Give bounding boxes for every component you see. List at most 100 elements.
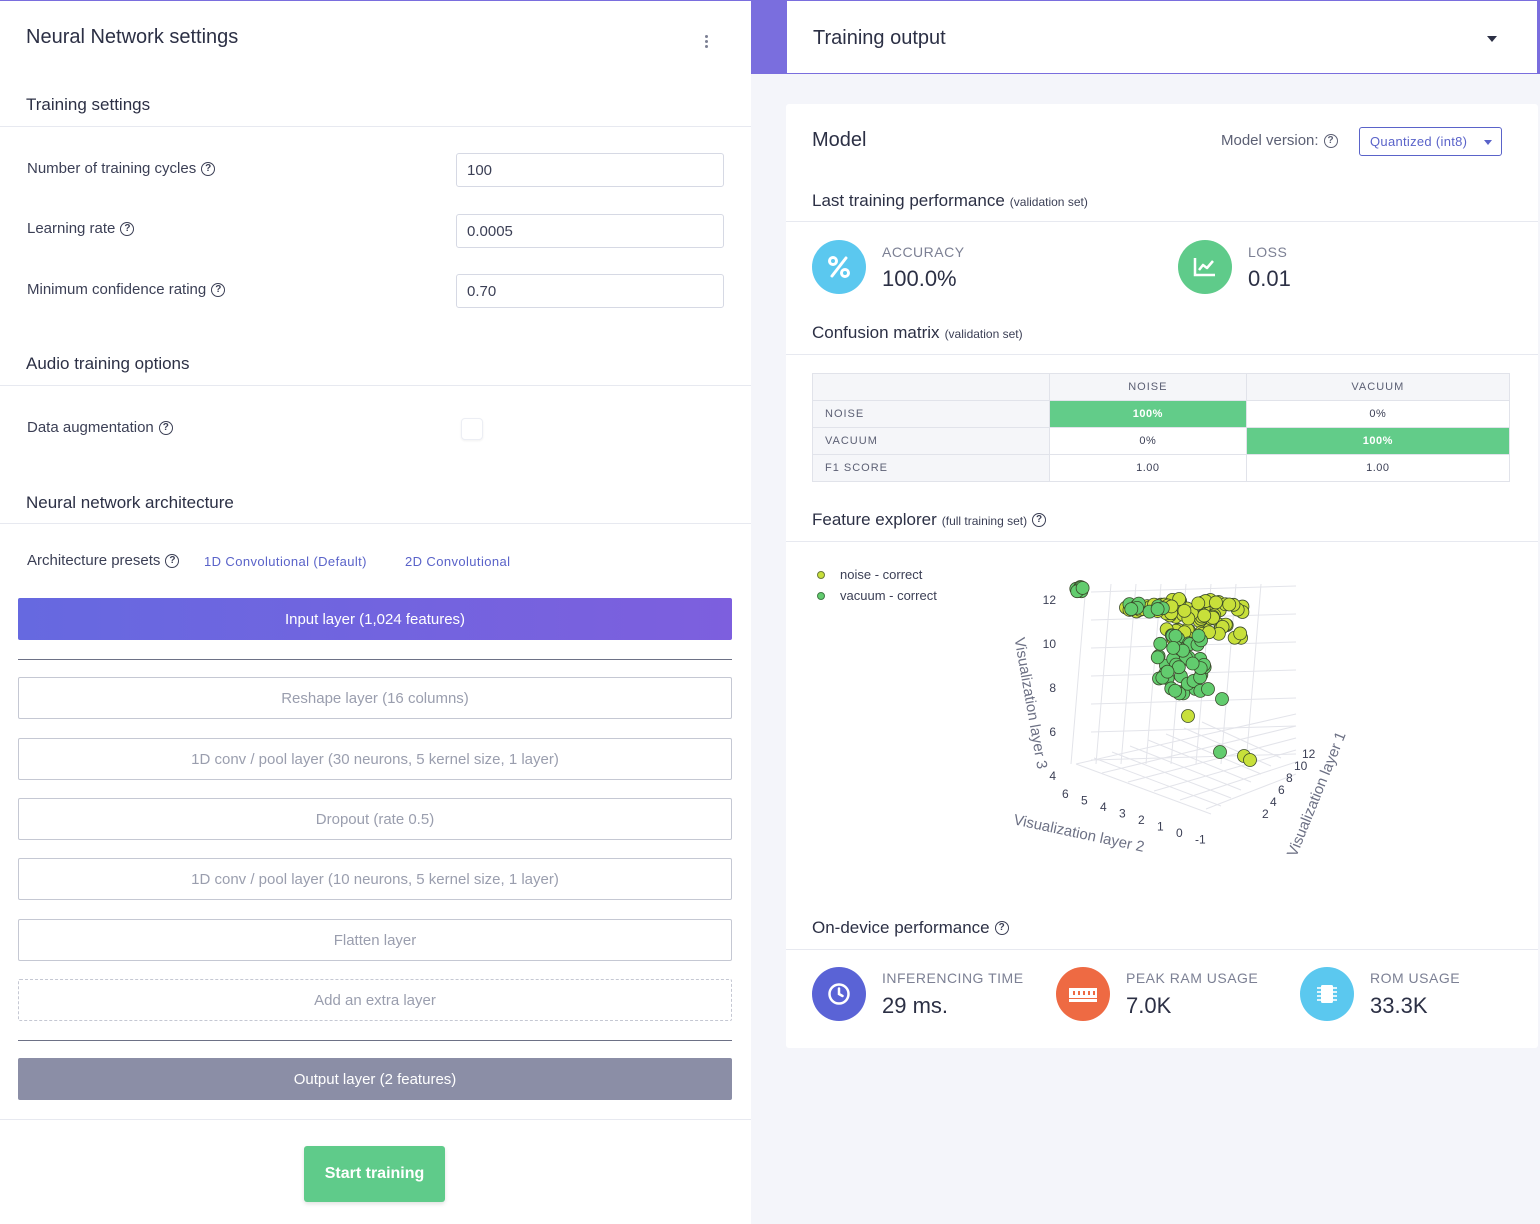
grid-line xyxy=(1101,725,1297,774)
x-tick-label: 2 xyxy=(1138,813,1145,827)
more-options-icon[interactable] xyxy=(703,35,709,51)
grid-line xyxy=(1090,585,1297,593)
help-icon[interactable]: ? xyxy=(165,553,180,568)
conv-pool-layer-2[interactable]: 1D conv / pool layer (10 neurons, 5 kern… xyxy=(18,858,732,900)
x-tick-label: 3 xyxy=(1119,807,1126,821)
column-header: NOISE xyxy=(1049,373,1247,401)
grid-line xyxy=(1127,737,1297,783)
x-tick-label: 4 xyxy=(1100,800,1107,814)
architecture-title: Neural network architecture xyxy=(26,493,234,512)
memory-icon xyxy=(1056,967,1110,1021)
chevron-down-icon[interactable] xyxy=(1487,36,1497,42)
data-point xyxy=(1153,636,1168,651)
data-point xyxy=(1213,745,1227,759)
feature-explorer-3d-plot[interactable]: Visualization layer 3 Visualization laye… xyxy=(996,574,1396,874)
data-point xyxy=(1150,650,1165,665)
help-icon[interactable]: ? xyxy=(120,221,135,236)
y-tick-label: 12 xyxy=(1302,747,1316,761)
legend-item-noise[interactable]: noise - correct xyxy=(817,567,922,582)
grid-line xyxy=(1090,669,1297,677)
dropout-layer[interactable]: Dropout (rate 0.5) xyxy=(18,798,732,840)
data-augmentation-label-text: Data augmentation xyxy=(27,419,154,436)
loss-value: 0.01 xyxy=(1248,266,1291,291)
divider xyxy=(786,221,1538,222)
feature-explorer-title-text: Feature explorer xyxy=(812,510,937,529)
model-card: Model Model version: ? Quantized (int8) … xyxy=(786,104,1538,1048)
data-point xyxy=(1168,629,1183,643)
divider xyxy=(0,523,751,524)
training-settings-title: Training settings xyxy=(26,95,151,114)
data-point xyxy=(1233,626,1248,641)
help-icon[interactable]: ? xyxy=(158,420,173,435)
row-header: F1 SCORE xyxy=(812,454,1050,482)
divider xyxy=(786,354,1538,355)
architecture-presets-label: Architecture presets ? xyxy=(27,552,180,569)
legend-item-vacuum[interactable]: vacuum - correct xyxy=(817,588,937,603)
data-augmentation-label: Data augmentation ? xyxy=(27,419,173,436)
matrix-cell: 0% xyxy=(1049,427,1247,455)
data-augmentation-checkbox[interactable] xyxy=(461,418,483,440)
z-tick-label: 12 xyxy=(1043,593,1057,607)
data-point xyxy=(1177,603,1192,618)
divider xyxy=(786,949,1538,950)
divider xyxy=(0,385,751,386)
preset-1d-conv-link[interactable]: 1D Convolutional (Default) xyxy=(204,554,367,569)
chip-icon xyxy=(1300,967,1354,1021)
inferencing-time-label: INFERENCING TIME xyxy=(882,970,1024,986)
on-device-title: On-device performance ? xyxy=(812,918,1009,938)
min-confidence-input[interactable] xyxy=(456,274,724,308)
z-tick-label: 8 xyxy=(1049,681,1056,695)
z-tick-label: 4 xyxy=(1049,769,1056,783)
conv-pool-layer-1[interactable]: 1D conv / pool layer (30 neurons, 5 kern… xyxy=(18,738,732,780)
grid-line xyxy=(1179,761,1297,801)
z-tick-label: 10 xyxy=(1043,637,1057,651)
table-row: NOISE 100% 0% xyxy=(812,400,1511,428)
output-layer[interactable]: Output layer (2 features) xyxy=(18,1058,732,1100)
add-layer-button[interactable]: Add an extra layer xyxy=(18,979,732,1021)
input-layer[interactable]: Input layer (1,024 features) xyxy=(18,598,732,640)
help-icon[interactable]: ? xyxy=(994,921,1009,935)
matrix-cell: 0% xyxy=(1245,400,1511,428)
rom-usage-label: ROM USAGE xyxy=(1370,970,1461,986)
divider xyxy=(0,126,751,127)
model-version-select[interactable]: Quantized (int8) xyxy=(1359,127,1502,156)
model-version-value: Quantized (int8) xyxy=(1370,134,1468,149)
matrix-cell: 100% xyxy=(1245,427,1511,455)
legend-label: noise - correct xyxy=(840,567,923,582)
z-tick-label: 6 xyxy=(1049,725,1056,739)
learning-rate-label: Learning rate ? xyxy=(27,220,135,237)
help-icon[interactable]: ? xyxy=(201,161,216,176)
z-axis-label: Visualization layer 3 xyxy=(1011,636,1051,770)
grid-line xyxy=(1205,773,1297,810)
nn-settings-panel: Neural Network settings Training setting… xyxy=(0,0,751,1224)
matrix-cell: 1.00 xyxy=(1049,454,1247,482)
learning-rate-input[interactable] xyxy=(456,214,724,248)
data-point xyxy=(1075,581,1090,595)
y-axis-label: Visualization layer 1 xyxy=(1284,729,1350,859)
x-tick-label: 5 xyxy=(1081,794,1088,808)
feature-explorer-subtitle: (full training set) xyxy=(941,514,1028,528)
preset-2d-conv-link[interactable]: 2D Convolutional xyxy=(405,554,511,569)
learning-rate-label-text: Learning rate xyxy=(27,220,116,237)
min-confidence-label-text: Minimum confidence rating xyxy=(27,281,207,298)
help-icon[interactable]: ? xyxy=(1032,513,1047,527)
reshape-layer[interactable]: Reshape layer (16 columns) xyxy=(18,677,732,719)
line-chart-icon xyxy=(1178,240,1232,294)
help-icon[interactable]: ? xyxy=(211,282,226,297)
divider xyxy=(786,541,1538,542)
matrix-cell: 1.00 xyxy=(1245,454,1511,482)
data-point xyxy=(1209,595,1223,610)
clock-icon xyxy=(812,967,866,1021)
x-tick-label: -1 xyxy=(1195,833,1206,847)
help-icon[interactable]: ? xyxy=(1323,133,1338,148)
start-training-button[interactable]: Start training xyxy=(304,1146,445,1202)
data-point xyxy=(1168,683,1183,698)
training-cycles-input[interactable] xyxy=(456,153,724,187)
grid-line xyxy=(1090,697,1297,705)
flatten-layer[interactable]: Flatten layer xyxy=(18,919,732,961)
table-row: VACUUM 0% 100% xyxy=(812,427,1511,455)
on-device-title-text: On-device performance xyxy=(812,918,990,937)
model-version-label-text: Model version: xyxy=(1221,132,1319,149)
legend-dot xyxy=(817,570,825,579)
peak-ram-value: 7.0K xyxy=(1126,993,1172,1018)
